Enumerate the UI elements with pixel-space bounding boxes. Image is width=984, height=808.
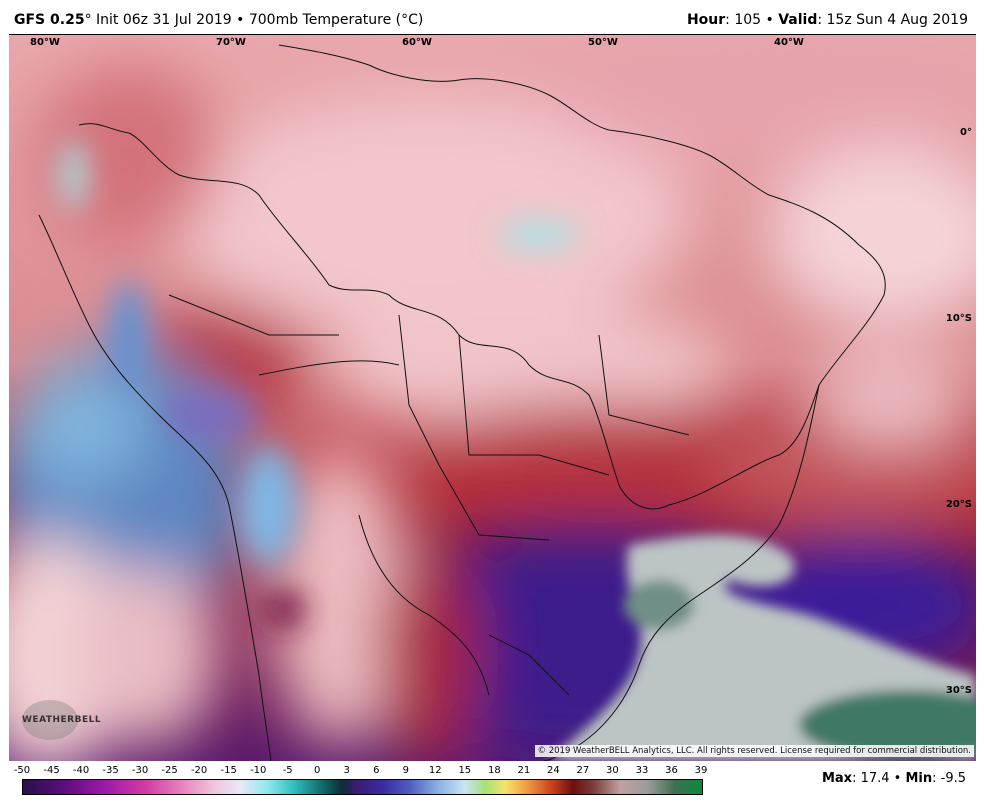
temperature-field [9, 35, 976, 761]
coastlines [38, 44, 886, 761]
temperature-map[interactable] [9, 34, 976, 761]
colorbar-tick-label: 6 [373, 765, 380, 776]
colorbar-tick-label: 15 [458, 765, 472, 776]
colorbar [22, 779, 703, 795]
colorbar-tick-label: -35 [102, 765, 119, 776]
colorbar-tick-label: 30 [606, 765, 619, 776]
model-name: GFS 0.25 [14, 12, 85, 28]
colorbar-tick-label: -45 [43, 765, 60, 776]
lat-label-10s: 10°S [945, 313, 972, 324]
degree-mark: ° [84, 12, 92, 28]
lon-label-60w: 60°W [402, 37, 432, 48]
hour-value: : 105 • [725, 12, 779, 28]
colorbar-tick-label: 9 [402, 765, 409, 776]
max-min-readout: Max: 17.4 • Min: -9.5 [822, 771, 966, 786]
colorbar-tick-label: 0 [314, 765, 321, 776]
hour-label: Hour [686, 12, 726, 28]
valid-label: Valid [778, 12, 818, 28]
colorbar-tick-label: 18 [487, 765, 501, 776]
cold-air-mass [549, 535, 976, 761]
max-label: Max [821, 771, 853, 786]
weatherbell-logo: WEATHERBELL [22, 700, 101, 740]
max-value: : 17.4 • [852, 771, 906, 786]
map-canvas [9, 35, 976, 761]
lon-label-80w: 80°W [30, 37, 60, 48]
colorbar-tick-label: 21 [517, 765, 531, 776]
colorbar-tick-label: -25 [161, 765, 178, 776]
colorbar-tick-label: -50 [13, 765, 31, 776]
lat-label-30s: 30°S [945, 685, 972, 696]
colorbar-tick-label: -10 [250, 765, 267, 776]
init-text: Init 06z 31 Jul 2019 • 700mb Temperature… [91, 12, 424, 28]
colorbar-tick-label: -5 [282, 765, 293, 776]
header-valid: Hour: 105 • Valid: 15z Sun 4 Aug 2019 [687, 12, 968, 28]
lon-label-50w: 50°W [588, 37, 618, 48]
cold-andes [62, 140, 579, 630]
colorbar-tick-label: 24 [547, 765, 560, 776]
header-title: GFS 0.25° Init 06z 31 Jul 2019 • 700mb T… [14, 12, 423, 28]
colorbar-tick-label: -15 [220, 765, 237, 776]
colorbar-tick-label: 33 [635, 765, 649, 776]
valid-value: : 15z Sun 4 Aug 2019 [817, 12, 968, 28]
lat-label-0: 0° [960, 127, 972, 138]
colorbar-tick-label: 27 [576, 765, 590, 776]
colorbar-tick-label: 36 [665, 765, 678, 776]
lon-label-70w: 70°W [216, 37, 246, 48]
copyright-notice: © 2019 WeatherBELL Analytics, LLC. All r… [534, 745, 974, 757]
colorbar-tick-label: 3 [343, 765, 350, 776]
colorbar-tick-label: -20 [190, 765, 208, 776]
colorbar-tick-label: -40 [72, 765, 90, 776]
min-label: Min [905, 771, 933, 786]
lat-label-20s: 20°S [945, 499, 972, 510]
lon-label-40w: 40°W [774, 37, 804, 48]
colorbar-tick-label: -30 [131, 765, 149, 776]
colorbar-tick-label: 12 [428, 765, 442, 776]
colorbar-tick-label: 39 [694, 765, 708, 776]
min-value: : -9.5 [932, 771, 966, 786]
